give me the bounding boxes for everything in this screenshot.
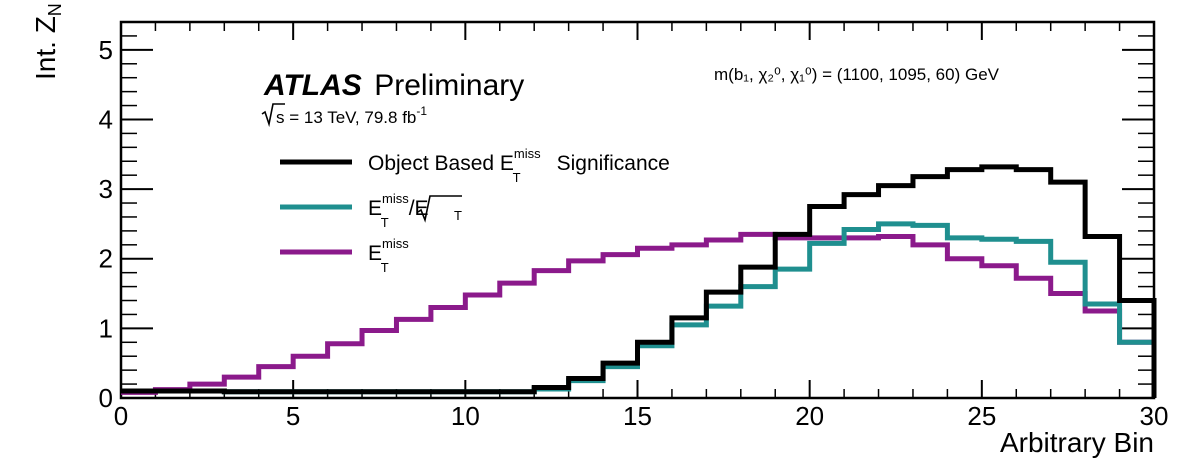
legend-label-sup: miss [382,191,409,206]
x-axis-label: Arbitrary Bin [1000,427,1154,458]
x-tick-label: 20 [795,401,824,431]
y-tick-label: 1 [99,313,113,343]
legend-label-main: Object Based E [368,152,514,175]
x-tick-label: 0 [114,401,128,431]
x-tick-label: 15 [623,401,652,431]
y-tick-label: 2 [99,244,113,274]
svg-text:s = 13 TeV, 79.8 fb-1: s = 13 TeV, 79.8 fb-1 [276,104,427,127]
x-tick-label: 5 [286,401,300,431]
atlas-label: ATLAS [263,69,362,102]
x-tick-label: 30 [1140,401,1169,431]
energy-label: s = 13 TeV, 79.8 fb-1 [261,103,427,128]
y-axis-label-sub: N [45,3,65,16]
y-tick-label: 4 [99,104,113,134]
legend-label: Emiss T [368,236,409,275]
y-axis-label-main: Int. Z [30,16,61,80]
series-line [121,164,1157,398]
legend-label-tail: Significance [557,152,670,175]
model-label: m(b₁, χ₂⁰, χ₁⁰) = (1100, 1095, 60) GeV [714,65,1000,84]
y-tick-label: 0 [99,383,113,413]
y-axis-label: Int. ZN [30,3,65,80]
legend-label-tail: /E [409,197,429,220]
legend-label-main: E [368,242,382,265]
svg-text:ATLAS Preliminary: ATLAS Preliminary [263,69,524,102]
legend-label-sub: T [381,215,389,230]
legend-label-sub: T [454,208,462,223]
atlas-status: Preliminary [374,69,524,102]
x-tick-label: 25 [967,401,996,431]
legend-label: Emiss T/E [368,191,429,230]
y-tick-label: 5 [99,35,113,65]
sqrt-sign-icon [417,195,462,223]
sqrt-sign-icon [261,103,285,128]
legend-label-sup: miss [382,236,409,251]
legend-label-main: E [368,197,382,220]
x-tick-label: 10 [451,401,480,431]
legend-label-sub: T [513,170,521,185]
axis-tick-labels: 0 5 10 15 20 25 30 0 1 2 3 4 5 [99,35,1169,431]
legend-label-sup: miss [514,146,541,161]
energy-label-sup: -1 [416,104,427,118]
energy-label-text: s = 13 TeV, 79.8 fb [276,108,416,127]
legend-label: Object Based Emiss T Significance [368,146,670,185]
y-tick-label: 3 [99,174,113,204]
series-line [121,231,1157,398]
svg-text:Int. ZN: Int. ZN [30,3,65,80]
legend-label-sub: T [381,260,389,275]
series-group [121,164,1157,398]
